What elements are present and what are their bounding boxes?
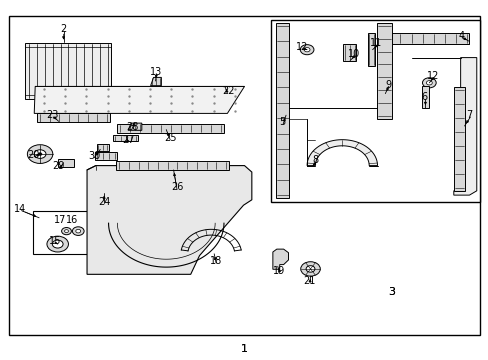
Bar (9, 16, 479, 335)
Text: 3: 3 (387, 287, 394, 297)
Text: 29: 29 (52, 161, 65, 171)
Text: 9: 9 (385, 80, 391, 90)
Circle shape (304, 48, 309, 52)
Circle shape (47, 236, 68, 252)
Polygon shape (113, 135, 138, 141)
Polygon shape (421, 86, 428, 108)
Text: 8: 8 (312, 155, 318, 165)
Bar (33, 211, 105, 254)
Polygon shape (128, 123, 142, 130)
Circle shape (61, 228, 71, 235)
Polygon shape (116, 161, 228, 170)
Polygon shape (306, 140, 377, 166)
Circle shape (38, 153, 42, 156)
Circle shape (305, 266, 314, 272)
Text: 6: 6 (421, 92, 427, 102)
Text: 12: 12 (295, 42, 308, 52)
Polygon shape (87, 166, 251, 274)
Polygon shape (150, 77, 161, 86)
Text: 2: 2 (61, 24, 66, 34)
Text: 4: 4 (458, 31, 464, 41)
Text: 5: 5 (279, 117, 285, 127)
Circle shape (76, 229, 81, 233)
Text: 23: 23 (46, 110, 59, 120)
Text: 26: 26 (170, 182, 183, 192)
Polygon shape (453, 58, 476, 195)
Text: 28: 28 (125, 122, 138, 132)
Circle shape (426, 81, 431, 85)
Text: 3: 3 (387, 287, 394, 297)
Text: 25: 25 (163, 132, 176, 143)
Text: 18: 18 (209, 256, 222, 266)
Circle shape (64, 230, 68, 233)
Text: 7: 7 (466, 110, 471, 120)
Polygon shape (97, 144, 108, 151)
Circle shape (52, 240, 63, 248)
Circle shape (72, 227, 84, 235)
Polygon shape (58, 159, 74, 167)
Circle shape (300, 262, 320, 276)
Polygon shape (343, 44, 355, 61)
Polygon shape (37, 113, 110, 122)
Text: 17: 17 (53, 215, 66, 225)
Text: 14: 14 (14, 204, 27, 214)
Text: 10: 10 (347, 49, 360, 59)
Polygon shape (25, 43, 111, 99)
Text: 15: 15 (48, 236, 61, 246)
Text: 22: 22 (222, 86, 235, 96)
Text: 19: 19 (272, 266, 285, 276)
Polygon shape (276, 23, 289, 198)
Polygon shape (453, 87, 464, 191)
Text: 24: 24 (98, 197, 110, 207)
Circle shape (422, 78, 435, 88)
Text: 30: 30 (88, 150, 101, 161)
Circle shape (27, 145, 53, 163)
Text: 13: 13 (150, 67, 163, 77)
Polygon shape (95, 152, 117, 160)
Polygon shape (367, 33, 374, 66)
Text: 1: 1 (241, 344, 247, 354)
Text: 20: 20 (27, 150, 40, 160)
Polygon shape (34, 86, 244, 113)
Circle shape (300, 45, 313, 55)
Polygon shape (272, 249, 288, 269)
Text: 27: 27 (122, 135, 134, 145)
Text: 21: 21 (302, 276, 315, 286)
Text: 11: 11 (369, 38, 382, 48)
Text: 16: 16 (66, 215, 79, 225)
Circle shape (34, 150, 46, 158)
Polygon shape (376, 23, 391, 119)
Text: 1: 1 (241, 344, 247, 354)
Polygon shape (386, 33, 468, 44)
Bar (271, 20, 479, 202)
Text: 12: 12 (426, 71, 438, 81)
Polygon shape (117, 124, 224, 133)
